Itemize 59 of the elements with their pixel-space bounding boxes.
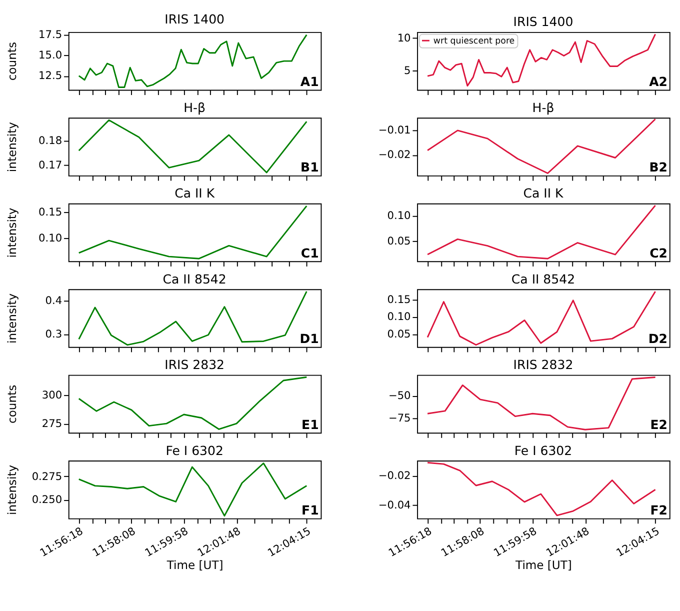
y-tick-label: 15.0	[38, 50, 62, 62]
x-axis-title: Time [UT]	[514, 558, 572, 572]
chart-title: Ca II 8542	[511, 271, 576, 286]
y-tick-label: 0.3	[45, 328, 62, 341]
chart-title: IRIS 1400	[164, 11, 225, 26]
y-tick-label: 0.275	[32, 470, 62, 483]
y-tick-label: 10	[397, 32, 412, 45]
y-tick-label: 0.10	[387, 210, 412, 222]
chart-title: H-β	[532, 100, 554, 115]
y-tick-label: −0.02	[378, 470, 411, 482]
y-tick-label: 0.18	[38, 135, 62, 148]
chart-title: IRIS 2832	[513, 357, 574, 372]
y-tick-label: −0.01	[378, 124, 411, 137]
annotation: B1	[300, 160, 319, 175]
y-tick-label: −50	[388, 390, 412, 402]
y-axis-title: intensity	[4, 122, 19, 172]
y-axis-title: counts	[4, 42, 19, 81]
y-tick-label: 0.17	[38, 160, 62, 172]
annotation: C2	[650, 245, 668, 260]
chart-title: IRIS 1400	[513, 14, 574, 30]
y-tick-label: 0.10	[387, 311, 412, 324]
x-axis-title: Time [UT]	[166, 558, 224, 572]
y-tick-label: 0.4	[45, 295, 62, 308]
annotation: B2	[649, 160, 668, 175]
legend-label: wrt quiescent pore	[433, 36, 515, 46]
annotation: D1	[300, 331, 319, 346]
annotation: D2	[648, 331, 668, 346]
y-tick-label: 0.15	[38, 206, 62, 219]
y-axis-title: intensity	[4, 464, 19, 515]
chart-title: H-β	[184, 100, 206, 115]
y-tick-label: 0.250	[32, 494, 62, 506]
chart-title: Ca II K	[523, 186, 564, 201]
chart-title: Ca II 8542	[162, 271, 226, 286]
y-tick-label: 0.05	[387, 236, 411, 248]
y-tick-label: 12.5	[38, 70, 62, 82]
y-tick-label: 0.05	[387, 328, 411, 340]
chart-title: Fe I 6302	[514, 442, 572, 458]
chart-title: Ca II K	[174, 186, 216, 201]
y-tick-label: −0.02	[378, 149, 411, 162]
annotation: E1	[302, 416, 319, 432]
y-tick-label: 0.15	[387, 294, 411, 306]
annotation: A1	[300, 74, 319, 89]
annotation: C1	[300, 245, 319, 260]
annotation: E2	[650, 416, 668, 432]
y-tick-label: 300	[42, 390, 62, 402]
y-axis-title: intensity	[4, 293, 19, 344]
y-axis-title: intensity	[4, 208, 19, 258]
y-tick-label: 275	[42, 418, 62, 430]
y-tick-label: 5	[404, 65, 411, 78]
chart-title: Fe I 6302	[166, 442, 224, 458]
y-tick-label: −0.04	[378, 500, 412, 512]
annotation: A2	[649, 74, 668, 89]
y-tick-label: −75	[388, 412, 411, 424]
annotation: F2	[650, 502, 668, 518]
annotation: F1	[302, 502, 319, 518]
y-axis-title: counts	[4, 384, 19, 424]
y-tick-label: 17.5	[38, 29, 62, 42]
y-tick-label: 0.10	[38, 232, 62, 244]
chart-title: IRIS 2832	[164, 357, 224, 372]
